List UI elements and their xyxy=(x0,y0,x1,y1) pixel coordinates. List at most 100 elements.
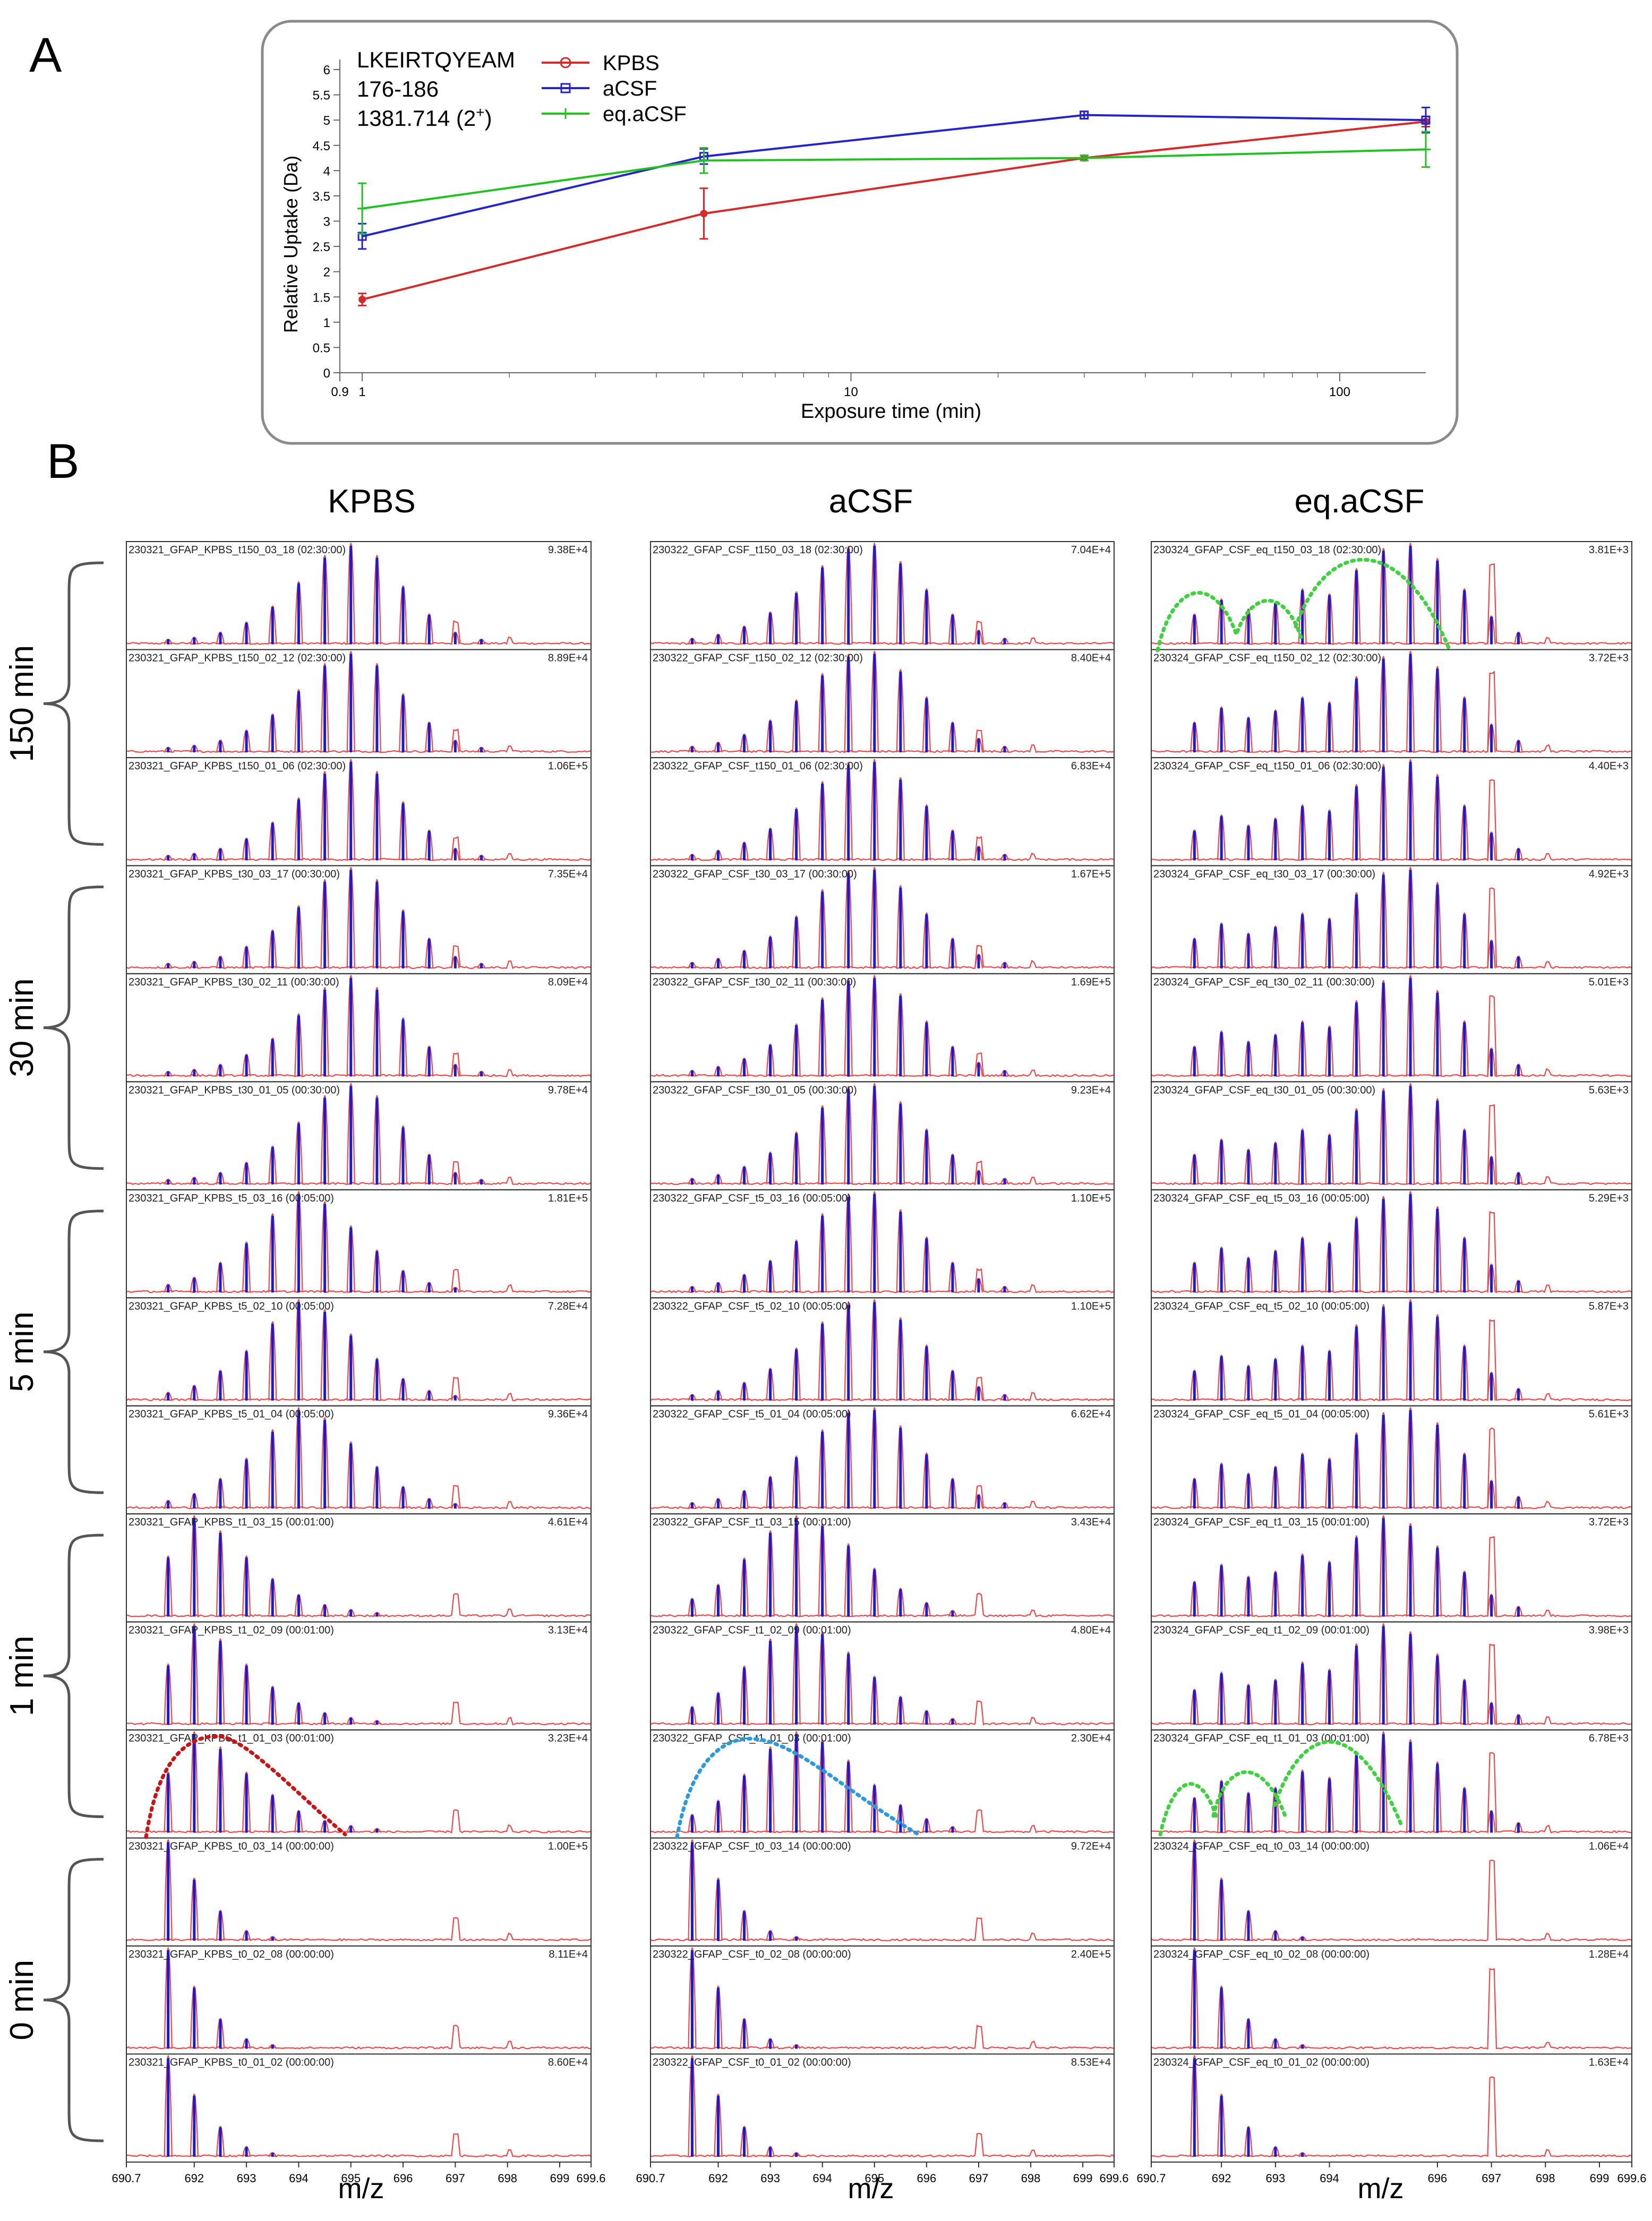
raw-peak xyxy=(1379,1412,1388,1509)
raw-peak xyxy=(242,1053,251,1077)
spectrum-cell: 230321_GFAP_KPBS_t1_01_03 (00:01:00) 3.23… xyxy=(126,1729,592,1839)
raw-peak xyxy=(242,621,251,645)
raw-peak xyxy=(216,1369,225,1401)
spectrum-intensity-label: 1.69E+5 xyxy=(1071,976,1111,988)
raw-peak xyxy=(1433,774,1442,861)
raw-peak xyxy=(792,1348,801,1401)
spectrum-file-label: 230322_GFAP_CSF_t0_03_14 (00:00:00) xyxy=(653,1841,851,1853)
raw-peak xyxy=(1406,1191,1415,1293)
spectrum-intensity-label: 1.06E+4 xyxy=(1589,1841,1629,1853)
raw-peak xyxy=(896,1588,905,1617)
raw-peak xyxy=(1514,1280,1523,1293)
raw-peak xyxy=(268,1213,277,1293)
raw-peak xyxy=(268,1577,277,1617)
panel-label-b: B xyxy=(47,434,79,488)
spectrum-intensity-label: 4.40E+3 xyxy=(1589,760,1629,772)
raw-peak xyxy=(766,1043,775,1077)
raw-peak xyxy=(216,1910,225,1941)
raw-peak xyxy=(1325,917,1334,968)
uptake-axes: 0 0.5 1 1.5 2 2.5 3 3.5 4 4.5 5 5.5 6 0.9 1 10 100 xyxy=(313,59,1426,399)
raw-peak xyxy=(714,850,723,861)
spectrum-file-label: 230322_GFAP_CSF_t1_02_09 (00:01:00) xyxy=(653,1625,851,1636)
spectrum-intensity-label: 1.67E+5 xyxy=(1071,868,1111,880)
raw-spectrum-trace xyxy=(1151,1104,1632,1186)
raw-peak xyxy=(399,909,408,968)
raw-peak xyxy=(320,1820,329,1833)
raw-peak xyxy=(1298,1128,1307,1185)
raw-peak xyxy=(294,1702,303,1725)
raw-peak xyxy=(1460,1021,1469,1077)
raw-peak xyxy=(1379,1088,1388,1185)
raw-peak xyxy=(792,1623,801,1725)
raw-peak xyxy=(1271,1249,1280,1293)
raw-peak xyxy=(451,740,460,753)
raw-peak xyxy=(294,1013,303,1077)
raw-peak xyxy=(1217,1985,1226,2049)
raw-peak xyxy=(870,1083,879,1185)
spectrum-cell: 230321_GFAP_KPBS_t0_01_02 (00:00:00) 8.60… xyxy=(126,2053,592,2163)
raw-peak xyxy=(242,837,251,861)
raw-peak xyxy=(974,738,983,753)
raw-peak xyxy=(1514,956,1523,969)
raw-peak xyxy=(1244,932,1253,968)
spectrum-file-label: 230321_GFAP_KPBS_t0_01_02 (00:00:00) xyxy=(129,2057,334,2069)
uptake-plot-frame xyxy=(261,20,1459,445)
uptake-series-line xyxy=(362,121,1426,301)
spectrum-cell: 230321_GFAP_KPBS_t30_01_05 (00:30:00) 9.7… xyxy=(126,1081,592,1190)
raw-peak xyxy=(294,1299,303,1401)
raw-spectrum-trace xyxy=(1151,887,1632,970)
raw-spectrum-trace xyxy=(650,1700,1115,1726)
time-group-label: 0 min xyxy=(4,1960,40,2040)
raw-peak xyxy=(1244,608,1253,645)
uptake-y-tick-label: 3 xyxy=(323,215,330,229)
spectrum-cell: 230322_GFAP_CSF_t1_03_15 (00:01:00) 3.43E… xyxy=(650,1513,1115,1623)
raw-peak xyxy=(844,1543,853,1617)
raw-peak xyxy=(1000,1285,1009,1293)
spectrum-frame xyxy=(126,2053,592,2163)
raw-peak xyxy=(320,771,329,861)
raw-peak xyxy=(216,1064,225,1077)
raw-peak xyxy=(425,1045,434,1077)
raw-peak xyxy=(1190,1839,1199,1941)
spectrum-intensity-label: 9.72E+4 xyxy=(1071,1841,1111,1853)
raw-peak xyxy=(242,1930,251,1941)
raw-spectrum-trace xyxy=(650,730,1115,753)
raw-peak xyxy=(1460,696,1469,752)
isotope-envelope xyxy=(1155,590,1239,653)
raw-peak xyxy=(1433,1206,1442,1293)
raw-peak xyxy=(766,1152,775,1185)
raw-peak xyxy=(844,1194,853,1293)
raw-peak xyxy=(164,1555,173,1617)
spectrum-intensity-label: 5.01E+3 xyxy=(1589,976,1629,988)
spectrum-file-label: 230321_GFAP_KPBS_t5_03_16 (00:05:00) xyxy=(129,1193,334,1204)
uptake-data-point xyxy=(1421,115,1431,125)
raw-peak xyxy=(1379,656,1388,752)
spectrum-intensity-label: 1.81E+5 xyxy=(548,1193,588,1204)
raw-peak xyxy=(1406,867,1415,968)
spectrum-file-label: 230321_GFAP_KPBS_t150_03_18 (02:30:00) xyxy=(129,544,346,556)
raw-peak xyxy=(792,1731,801,1833)
raw-peak xyxy=(740,949,749,968)
uptake-y-axis-label: Relative Uptake (Da) xyxy=(280,156,302,333)
raw-peak xyxy=(688,1705,697,1725)
raw-peak xyxy=(1325,1241,1334,1293)
raw-spectrum-trace xyxy=(126,1593,592,1617)
raw-peak xyxy=(1298,1661,1307,1725)
raw-peak xyxy=(1406,1739,1415,1833)
raw-peak xyxy=(922,1021,931,1077)
raw-peak xyxy=(1190,1045,1199,1077)
raw-peak xyxy=(164,2055,173,2157)
raw-peak xyxy=(268,1037,277,1077)
raw-peak xyxy=(1325,593,1334,645)
raw-spectrum-trace xyxy=(1151,1968,1632,2050)
raw-peak xyxy=(896,561,905,645)
raw-peak xyxy=(896,993,905,1077)
raw-peak xyxy=(190,1276,199,1293)
raw-peak xyxy=(1460,1128,1469,1185)
raw-peak xyxy=(451,1064,460,1077)
uptake-y-tick-label: 4.5 xyxy=(313,139,330,153)
raw-peak xyxy=(1433,558,1442,645)
isotope-envelope xyxy=(1272,1740,1404,1829)
raw-peak xyxy=(1433,1653,1442,1725)
